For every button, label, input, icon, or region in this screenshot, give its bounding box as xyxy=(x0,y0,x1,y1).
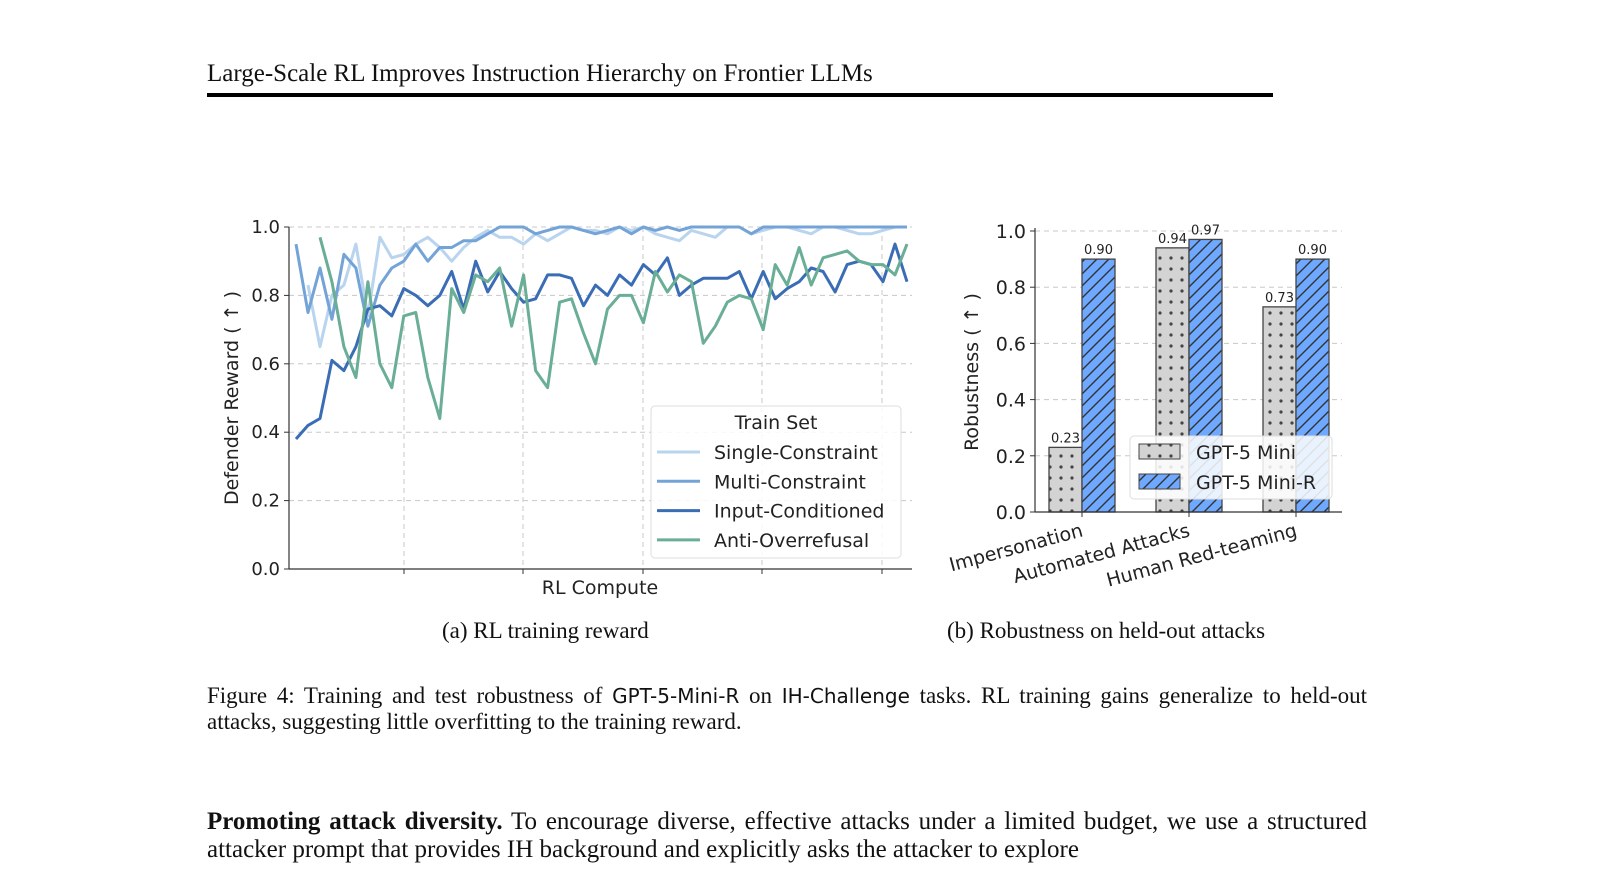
y-tick-label: 0.0 xyxy=(251,559,280,580)
y-axis-label: Defender Reward ( ↑ ) xyxy=(221,291,243,505)
y-tick-label: 0.2 xyxy=(996,446,1026,468)
bar-data-label: 0.23 xyxy=(1051,431,1080,446)
y-tick-label: 1.0 xyxy=(996,221,1026,243)
caption-model: GPT-5-Mini-R xyxy=(612,684,740,708)
body-paragraph: Promoting attack diversity. To encourage… xyxy=(207,808,1367,864)
legend-swatch xyxy=(1138,473,1181,490)
legend-label: Input-Conditioned xyxy=(714,501,884,523)
rl-training-reward-chart: 0.0 0.2 0.4 0.6 0.8 1.0 RL Compute Defender Rew… xyxy=(221,217,912,599)
paragraph-text: To encourage diverse, effective attacks … xyxy=(207,808,1367,863)
legend-label: Single-Constraint xyxy=(714,442,878,464)
y-tick-label: 0.4 xyxy=(996,390,1026,412)
legend-label: Multi-Constraint xyxy=(714,471,866,493)
bar-data-label: 0.94 xyxy=(1158,232,1187,247)
series-line-single-constraint xyxy=(306,225,907,349)
y-tick-label: 0.2 xyxy=(251,491,280,512)
bar-data-label: 0.73 xyxy=(1265,291,1294,306)
legend-label: Anti-Overrefusal xyxy=(714,530,869,552)
caption-text: on xyxy=(749,683,773,708)
subcaption-a: (a) RL training reward xyxy=(442,618,649,643)
caption-text: tasks. RL training gains generalize to h… xyxy=(207,683,1368,734)
legend-box xyxy=(650,405,902,559)
figure-caption: Figure 4: Training and test robustness o… xyxy=(207,683,1367,735)
y-tick-label: 0.4 xyxy=(251,422,280,443)
caption-text: Training and test robustness of xyxy=(303,683,603,708)
y-tick-label: 0.8 xyxy=(996,277,1026,299)
header-rule xyxy=(207,93,1273,97)
legend-label: GPT-5 Mini-R xyxy=(1196,472,1316,494)
y-tick-label: 0.6 xyxy=(251,354,280,375)
legend-label: GPT-5 Mini xyxy=(1196,442,1296,464)
bar-data-label: 0.90 xyxy=(1298,243,1327,258)
bar-gpt-5-mini-r xyxy=(1081,258,1116,513)
series-line-anti-overrefusal xyxy=(318,236,909,420)
robustness-bar-chart: 0.00.20.40.60.81.00.230.90Impersonation0… xyxy=(947,221,1342,592)
x-axis-label: RL Compute xyxy=(542,577,658,599)
paragraph-heading: Promoting attack diversity. xyxy=(207,808,503,835)
subcaption-b: (b) Robustness on held-out attacks xyxy=(947,618,1266,643)
y-axis-label: Robustness ( ↑ ) xyxy=(961,293,983,451)
y-tick-label: 0.8 xyxy=(251,285,280,306)
legend-swatch xyxy=(1138,443,1181,460)
bar-data-label: 0.90 xyxy=(1084,243,1113,258)
bar-data-label: 0.97 xyxy=(1191,223,1220,238)
bar-gpt-5-mini xyxy=(1048,446,1083,513)
caption-label: Figure 4: xyxy=(207,683,295,708)
legend: GPT-5 Mini GPT-5 Mini-R xyxy=(1129,435,1333,500)
y-tick-label: 1.0 xyxy=(251,217,280,238)
legend: Train Set Single-Constraint Multi-Constrai… xyxy=(650,405,902,559)
y-tick-label: 0.0 xyxy=(996,502,1026,524)
series-line-input-conditioned xyxy=(294,242,909,440)
y-tick-label: 0.6 xyxy=(996,333,1026,355)
series-line-multi-constraint xyxy=(294,225,907,328)
legend-title: Train Set xyxy=(734,412,818,434)
running-title: Large-Scale RL Improves Instruction Hier… xyxy=(207,60,873,87)
caption-benchmark: IH-Challenge xyxy=(781,684,910,708)
